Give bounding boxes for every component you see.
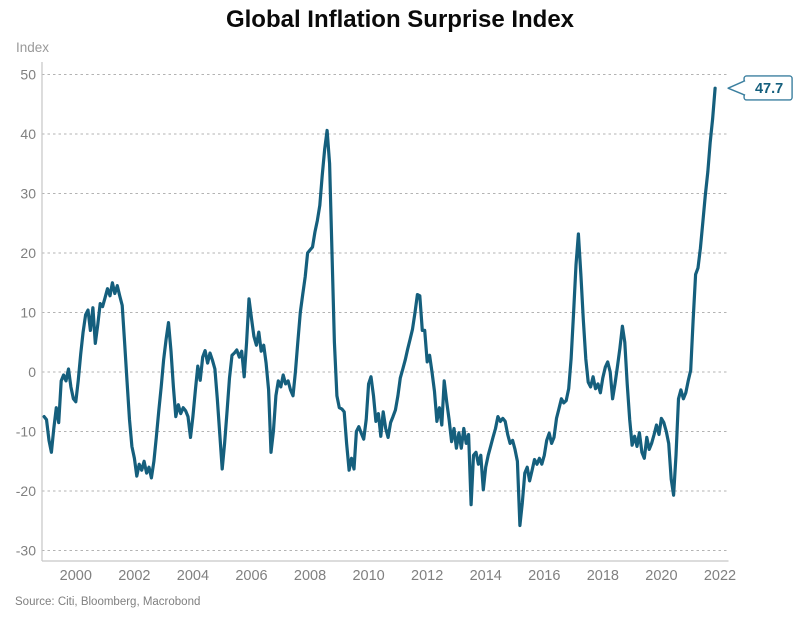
callout-label: 47.7 — [755, 81, 783, 97]
callout-arrow — [727, 80, 746, 96]
x-tick-label: 2016 — [528, 568, 560, 584]
x-tick-label: 2002 — [118, 568, 150, 584]
y-tick-label: 50 — [20, 67, 36, 83]
x-tick-label: 2000 — [60, 568, 92, 584]
x-tick-label: 2006 — [235, 568, 267, 584]
y-tick-label: -20 — [16, 483, 36, 499]
y-tick-label: 10 — [20, 305, 36, 321]
x-tick-label: 2012 — [411, 568, 443, 584]
x-tick-label: 2008 — [294, 568, 326, 584]
y-axis-title: Index — [16, 40, 50, 55]
y-tick-label: 20 — [20, 245, 36, 261]
series-line — [42, 86, 717, 528]
x-tick-label: 2004 — [177, 568, 209, 584]
y-tick-label: -10 — [16, 424, 36, 440]
y-tick-label: 40 — [20, 126, 36, 142]
x-tick-label: 2020 — [645, 568, 677, 584]
x-tick-label: 2022 — [704, 568, 736, 584]
y-tick-label: 0 — [28, 364, 36, 380]
source-note: Source: Citi, Bloomberg, Macrobond — [15, 596, 201, 608]
y-tick-label: 30 — [20, 186, 36, 202]
x-tick-label: 2010 — [352, 568, 384, 584]
chart-title: Global Inflation Surprise Index — [225, 6, 575, 33]
y-tick-label: -30 — [16, 543, 36, 559]
x-tick-label: 2018 — [587, 568, 619, 584]
x-tick-label: 2014 — [470, 568, 502, 584]
